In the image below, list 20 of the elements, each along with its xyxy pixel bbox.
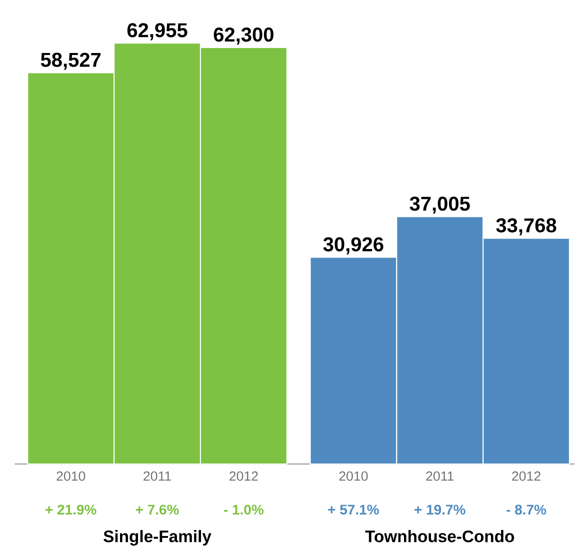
x-tick-label: 2012 [230, 471, 258, 481]
text: + 7.6% [136, 504, 179, 515]
text: + 21.9% [46, 504, 96, 515]
data-label: 33,768 [496, 218, 556, 236]
text: Townhouse-Condo [365, 530, 514, 542]
data-label: 30,926 [323, 237, 384, 254]
text: - 1.0% [224, 504, 264, 515]
x-tick-label: 2012 [512, 471, 540, 481]
x-tick-label: 2011 [144, 471, 171, 481]
text: + 57.1% [328, 504, 379, 515]
data-label: 58,527 [40, 52, 101, 70]
x-tick-label: 2010 [56, 471, 86, 481]
text: Single-Family [104, 530, 212, 546]
x-tick-label: 2010 [339, 471, 368, 481]
text: - 8.7% [506, 504, 546, 515]
data-label: 62,300 [214, 28, 274, 45]
x-tick-label: 2011 [426, 471, 454, 481]
text: + 19.7% [414, 504, 466, 515]
data-label: 37,005 [410, 196, 470, 214]
data-label: 62,955 [127, 23, 188, 40]
